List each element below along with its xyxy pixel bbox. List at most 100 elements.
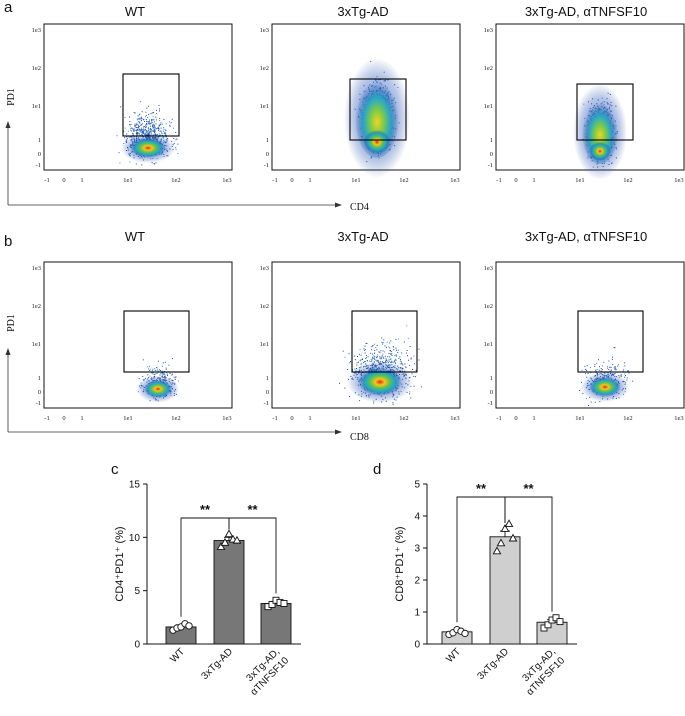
significance-label: ** — [476, 481, 487, 496]
data-point — [268, 601, 276, 608]
flow-plot-b-3xtg-antibody: 1e3 1e2 1e1 1 0 -1 -1 0 1 1e1 1e2 1e3 — [484, 261, 685, 422]
y-axis-label: CD8⁺PD1⁺ (%) — [394, 526, 406, 601]
flow-plot-b-3xtg: 1e3 1e2 1e1 1 0 -1 -1 0 1 1e1 1e2 1e3 — [260, 261, 461, 422]
flow-x-tick-label: -1 — [272, 177, 277, 184]
data-point — [232, 535, 242, 544]
flow-y-tick-label: 1e1 — [484, 341, 493, 348]
y-tick-label: 1 — [414, 608, 420, 619]
y-tick-label: 2 — [414, 576, 420, 587]
flow-x-tick-label: 1e2 — [399, 177, 408, 184]
flow-x-tick-label: 1e3 — [222, 177, 231, 184]
y-tick-label: 3 — [414, 544, 420, 555]
flow-x-tick-label: 1e2 — [623, 415, 632, 422]
row-b-title-3xtg: 3xTg-AD — [337, 229, 388, 244]
flow-density-core — [144, 380, 172, 398]
flow-y-tick-label: 1 — [490, 375, 493, 382]
flow-y-tick-label: 1e3 — [484, 265, 493, 272]
data-point — [280, 600, 288, 607]
row-a-axes: PD1 CD4 — [5, 88, 369, 213]
data-point — [556, 618, 564, 626]
flow-y-tick-label: 1e3 — [260, 27, 269, 34]
flow-y-tick-label: 1e2 — [32, 303, 41, 310]
flow-x-tick-label: 1e1 — [351, 177, 360, 184]
data-point — [544, 621, 552, 629]
flow-y-tick-label: 1 — [38, 137, 41, 144]
flow-y-tick-label: 1e1 — [260, 103, 269, 110]
flow-y-tick-label: 0 — [266, 151, 269, 158]
flow-plot-a-3xtg-antibody: 1e3 1e2 1e1 1 0 -1 -1 0 1 1e1 1e2 1e3 — [484, 23, 685, 184]
data-point — [496, 538, 506, 547]
flow-y-tick-label: 0 — [490, 151, 493, 158]
flow-x-tick-label: 1 — [80, 415, 83, 422]
flow-x-tick-label: 1e1 — [123, 177, 132, 184]
significance-label: ** — [247, 502, 258, 517]
flow-y-tick-label: 1e2 — [32, 65, 41, 72]
flow-y-tick-label: 1e2 — [484, 303, 493, 310]
row-b-xlabel: CD8 — [350, 432, 369, 443]
data-point — [492, 546, 502, 555]
data-point — [500, 524, 510, 532]
row-a-xlabel: CD4 — [350, 202, 369, 213]
flow-x-tick-label: 1e1 — [123, 415, 132, 422]
flow-gate[interactable] — [349, 78, 407, 141]
flow-x-tick-label: 1e2 — [623, 177, 632, 184]
category-label: 3xTg-AD — [475, 646, 511, 682]
flow-x-tick-label: 0 — [514, 177, 517, 184]
flow-y-tick-label: 1 — [38, 375, 41, 382]
flow-density-core — [358, 368, 402, 396]
flow-y-tick-label: 1 — [266, 375, 269, 382]
flow-x-tick-label: 0 — [514, 415, 517, 422]
flow-y-tick-label: 1e3 — [32, 265, 41, 272]
y-tick-label: 10 — [129, 533, 141, 544]
data-point — [216, 542, 226, 550]
flow-y-tick-label: 1e1 — [484, 103, 493, 110]
flow-x-tick-label: -1 — [44, 177, 49, 184]
flow-y-tick-label: 1e1 — [32, 103, 41, 110]
row-a-title-3xtg: 3xTg-AD — [337, 4, 388, 19]
flow-y-tick-label: 1e3 — [260, 265, 269, 272]
flow-x-tick-label: 1e3 — [450, 177, 459, 184]
category-label: 3xTg-AD — [199, 646, 235, 682]
y-tick-label: 5 — [414, 480, 420, 491]
flow-y-tick-label: 1e1 — [260, 341, 269, 348]
flow-y-tick-label: -1 — [488, 162, 493, 169]
flow-gate[interactable] — [351, 310, 418, 373]
category-label: WT — [168, 646, 187, 665]
flow-plot-a-wt: 1e3 1e2 1e1 1 0 -1 -1 0 1 1e1 1e2 1e3 — [32, 23, 233, 184]
flow-gate[interactable] — [577, 310, 644, 373]
flow-y-tick-label: 1e2 — [260, 303, 269, 310]
row-b-title-3xtg-antibody: 3xTg-AD, αTNFSF10 — [525, 229, 647, 244]
flow-x-tick-label: -1 — [272, 415, 277, 422]
y-tick-label: 4 — [414, 512, 420, 523]
bar — [489, 536, 521, 645]
significance-bracket — [504, 496, 553, 612]
flow-x-tick-label: 1e3 — [674, 177, 683, 184]
flow-y-tick-label: 0 — [38, 389, 41, 396]
flow-y-tick-label: -1 — [488, 400, 493, 407]
panel-letter-d: d — [373, 461, 381, 478]
flow-y-tick-label: 1e2 — [260, 65, 269, 72]
flow-gate[interactable] — [122, 73, 180, 137]
flow-y-tick-label: 1 — [266, 137, 269, 144]
flow-gate[interactable] — [576, 83, 634, 141]
flow-x-tick-label: 1e2 — [399, 415, 408, 422]
flow-y-tick-label: -1 — [36, 400, 41, 407]
flow-y-tick-label: -1 — [264, 400, 269, 407]
row-b-title-wt: WT — [125, 229, 145, 244]
flow-x-tick-label: 1e2 — [171, 415, 180, 422]
data-point — [504, 519, 514, 528]
bar — [260, 603, 292, 645]
flow-x-tick-label: 1e1 — [575, 177, 584, 184]
flow-gate[interactable] — [123, 310, 190, 373]
flow-cytometry-plots: 1e3 1e2 1e1 1 0 -1 -1 0 1 1e1 1e2 1e3 1e3 1e2 1e1 1 0 -1 -… — [32, 23, 685, 422]
flow-density-core — [589, 377, 621, 397]
flow-x-tick-label: 1 — [532, 177, 535, 184]
y-axis-label: CD4⁺PD1⁺ (%) — [114, 526, 126, 601]
data-point — [508, 533, 518, 542]
y-tick-label: 0 — [414, 640, 420, 651]
flow-y-tick-label: 0 — [38, 151, 41, 158]
flow-x-tick-label: 1e1 — [351, 415, 360, 422]
flow-y-tick-label: 1 — [490, 137, 493, 144]
bar — [213, 540, 245, 645]
